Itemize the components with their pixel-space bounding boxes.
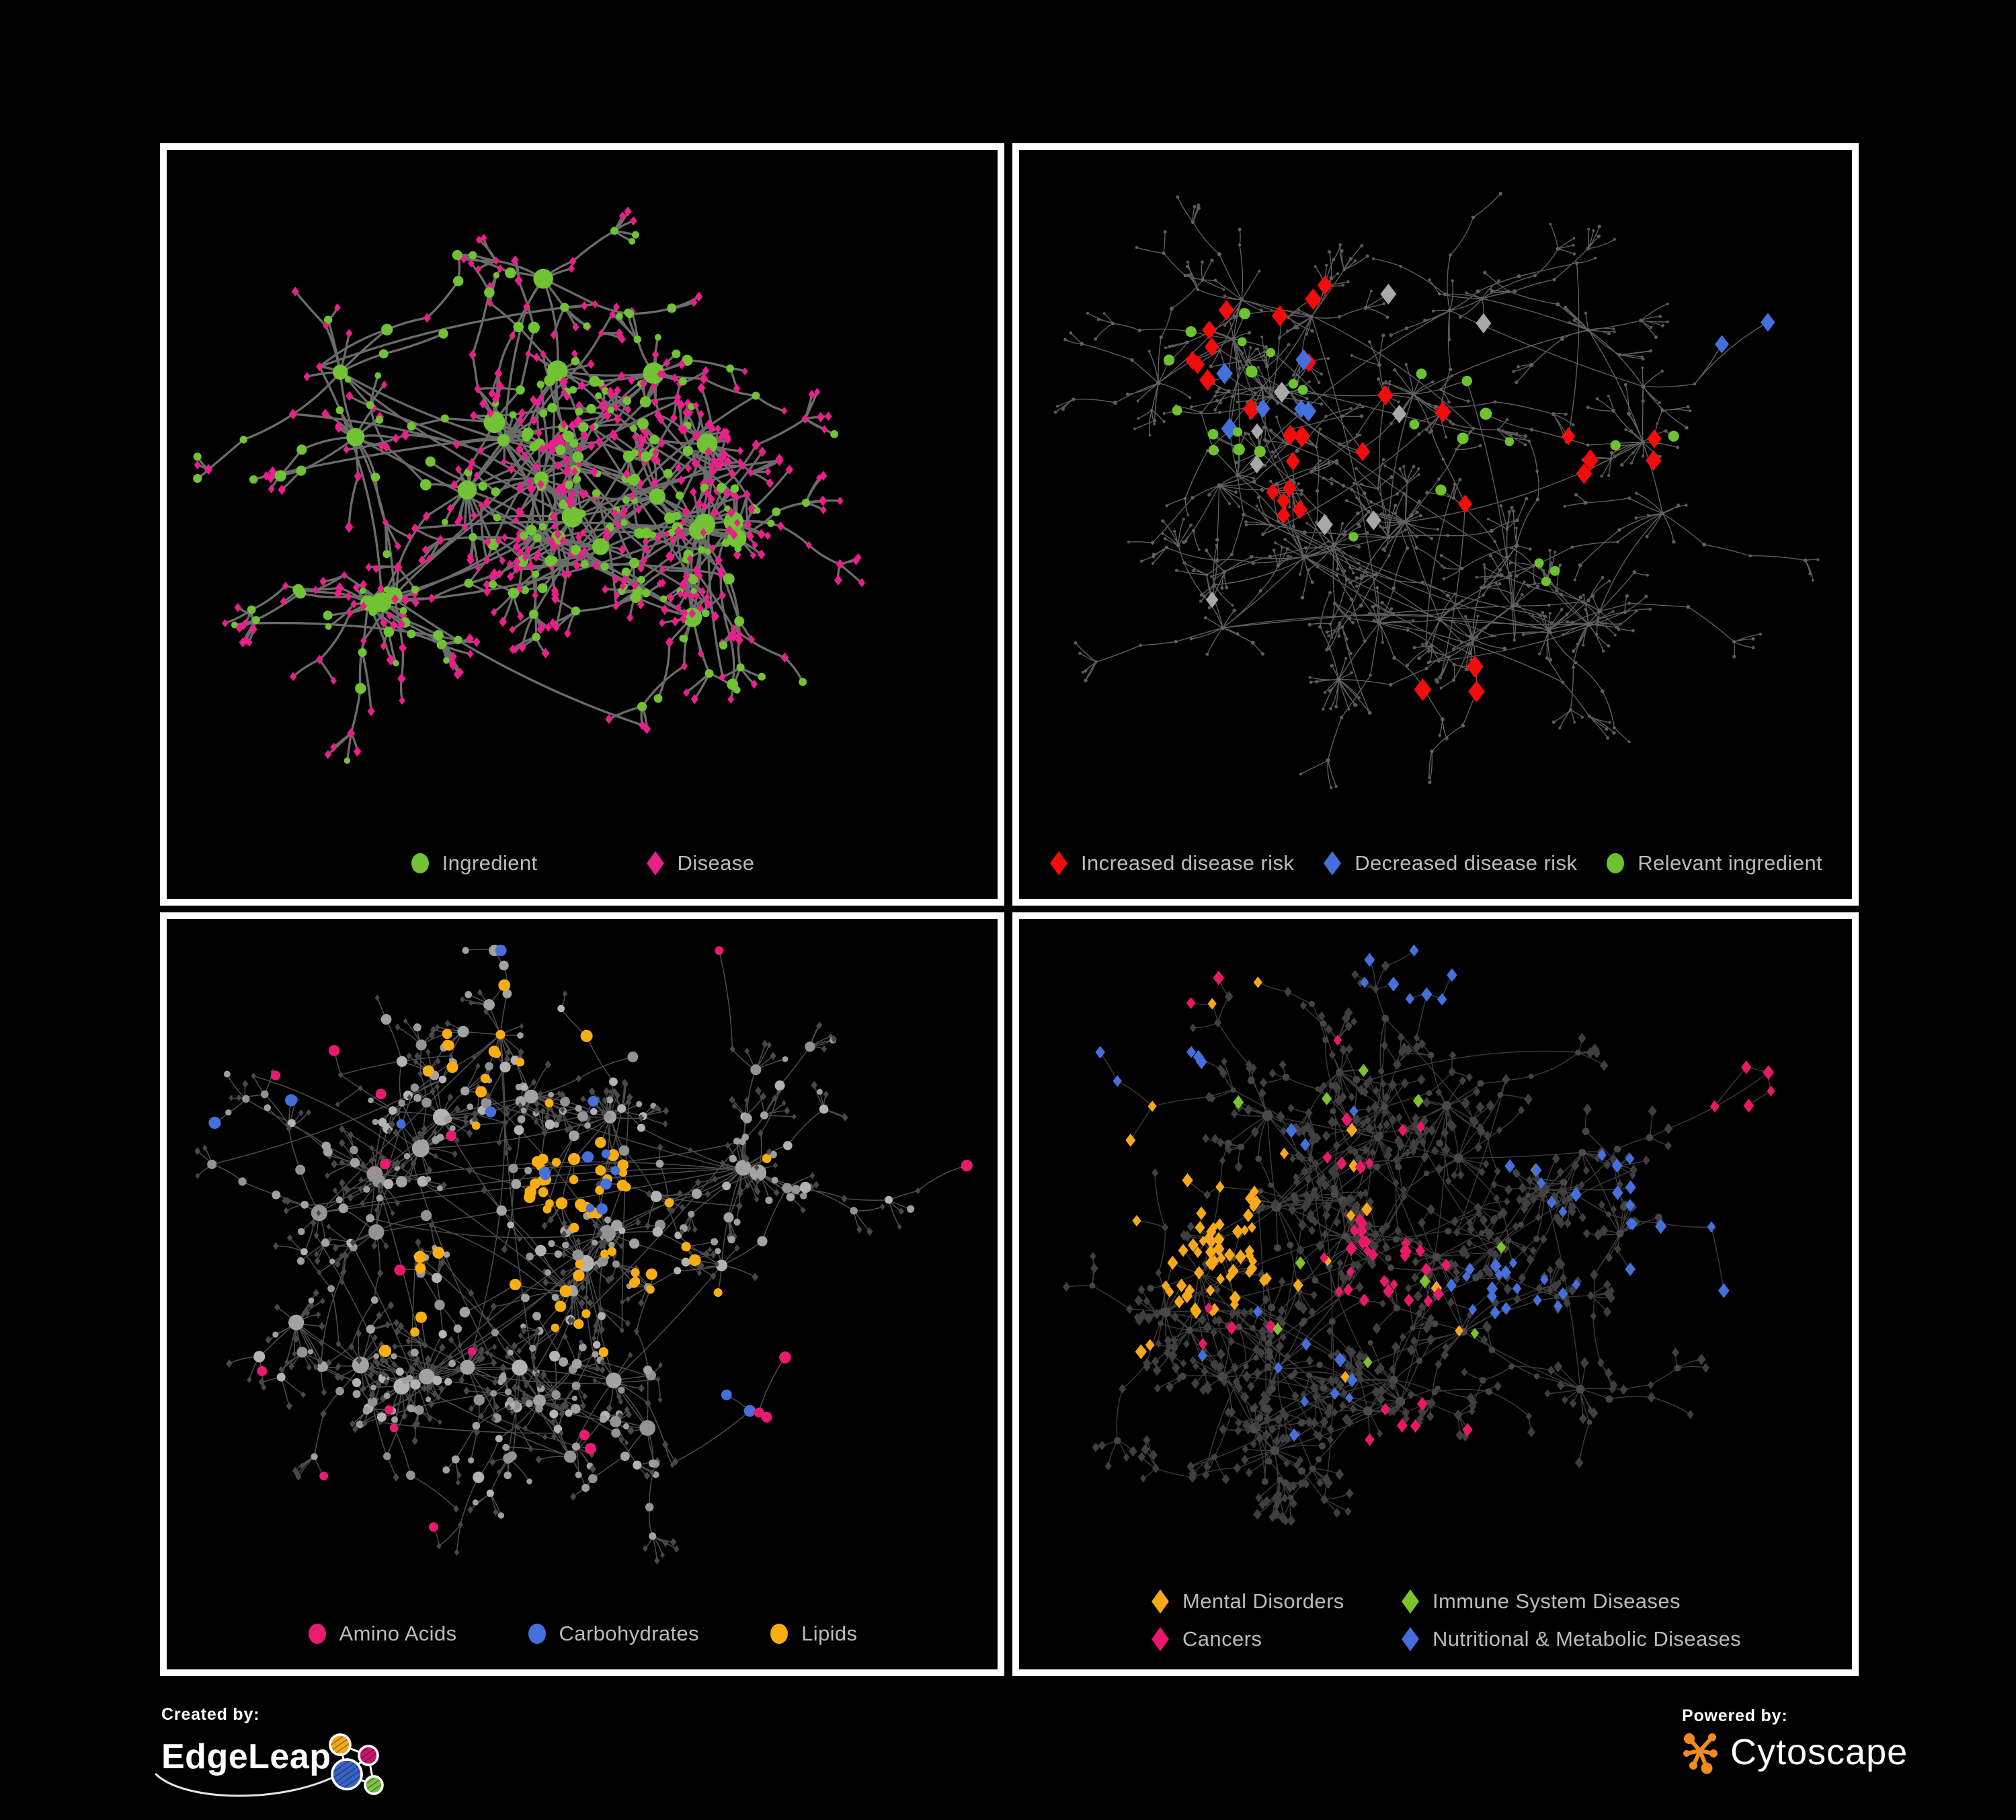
nutritional-diseases-diamond-icon xyxy=(1400,1626,1420,1652)
panel-ingredient-disease: Ingredient Disease xyxy=(160,143,1004,906)
increased-risk-diamond-icon xyxy=(1049,850,1069,876)
legend-item-decreased-risk: Decreased disease risk xyxy=(1322,850,1577,876)
legend-label-immune-diseases: Immune System Diseases xyxy=(1433,1589,1681,1613)
decreased-risk-diamond-icon xyxy=(1322,850,1342,876)
legend-item-ingredient: Ingredient xyxy=(410,850,538,876)
ingredient-circle-icon xyxy=(410,850,430,876)
legend-label-mental-disorders: Mental Disorders xyxy=(1182,1589,1344,1613)
immune-diseases-diamond-icon xyxy=(1400,1589,1420,1614)
legend-item-cancers: Cancers xyxy=(1150,1626,1400,1652)
cytoscape-logo-icon xyxy=(1683,1733,1718,1774)
legend-item-lipids: Lipids xyxy=(769,1621,857,1647)
legend-label-nutritional-diseases: Nutritional & Metabolic Diseases xyxy=(1433,1627,1742,1651)
legend-item-amino-acids: Amino Acids xyxy=(307,1621,457,1647)
created-by-label: Created by: xyxy=(161,1705,260,1724)
legend-label-carbohydrates: Carbohydrates xyxy=(559,1622,700,1645)
cancers-diamond-icon xyxy=(1150,1626,1170,1652)
legend-label-increased-risk: Increased disease risk xyxy=(1081,851,1295,875)
panel-disease-risk: Increased disease risk Decreased disease… xyxy=(1012,143,1859,906)
legend-item-nutritional-diseases: Nutritional & Metabolic Diseases xyxy=(1400,1626,1741,1652)
legend-label-decreased-risk: Decreased disease risk xyxy=(1355,851,1578,875)
legend-label-disease: Disease xyxy=(677,851,755,875)
disease-risk-network-canvas xyxy=(1053,192,1820,789)
legend-label-amino-acids: Amino Acids xyxy=(339,1622,457,1645)
legend-ingredient-disease: Ingredient Disease xyxy=(173,850,991,876)
legend-item-relevant-ingredient: Relevant ingredient xyxy=(1605,850,1822,876)
mental-disorders-diamond-icon xyxy=(1150,1589,1170,1614)
cytoscape-wordmark: Cytoscape xyxy=(1730,1732,1908,1772)
edgeleap-branding: Created by: EdgeLeap xyxy=(155,1705,403,1797)
legend-disease-risk: Increased disease risk Decreased disease… xyxy=(1026,850,1845,876)
carbohydrates-circle-icon xyxy=(527,1621,547,1647)
relevant-ingredient-circle-icon xyxy=(1605,850,1625,876)
legend-item-disease: Disease xyxy=(645,850,755,876)
panel-disease-classes: Mental Disorders Immune System Diseases … xyxy=(1012,912,1859,1676)
legend-item-increased-risk: Increased disease risk xyxy=(1049,850,1294,876)
ingredient-classes-network-canvas xyxy=(194,945,973,1565)
legend-label-lipids: Lipids xyxy=(801,1622,858,1645)
legend-disease-classes: Mental Disorders Immune System Diseases … xyxy=(1150,1589,1741,1652)
edgeleap-wordmark: EdgeLeap xyxy=(161,1737,331,1776)
edgeleap-logo-icon xyxy=(155,1733,384,1797)
legend-item-immune-diseases: Immune System Diseases xyxy=(1400,1589,1741,1614)
lipids-circle-icon xyxy=(769,1621,789,1647)
disease-diamond-icon xyxy=(645,850,666,876)
cytoscape-branding: Powered by: xyxy=(1682,1706,1908,1774)
ingredient-disease-network-canvas xyxy=(193,206,866,764)
legend-label-ingredient: Ingredient xyxy=(442,851,538,875)
legend-label-cancers: Cancers xyxy=(1182,1627,1262,1651)
amino-acids-circle-icon xyxy=(307,1621,327,1647)
legend-ingredient-classes: Amino Acids Carbohydrates Lipids xyxy=(173,1621,991,1647)
legend-item-mental-disorders: Mental Disorders xyxy=(1150,1589,1400,1614)
panel-ingredient-classes: Amino Acids Carbohydrates Lipids xyxy=(160,912,1004,1676)
legend-label-relevant-ingredient: Relevant ingredient xyxy=(1638,851,1822,875)
legend-item-carbohydrates: Carbohydrates xyxy=(527,1621,700,1647)
powered-by-label: Powered by: xyxy=(1682,1706,1788,1725)
disease-classes-network-canvas xyxy=(1062,944,1775,1526)
